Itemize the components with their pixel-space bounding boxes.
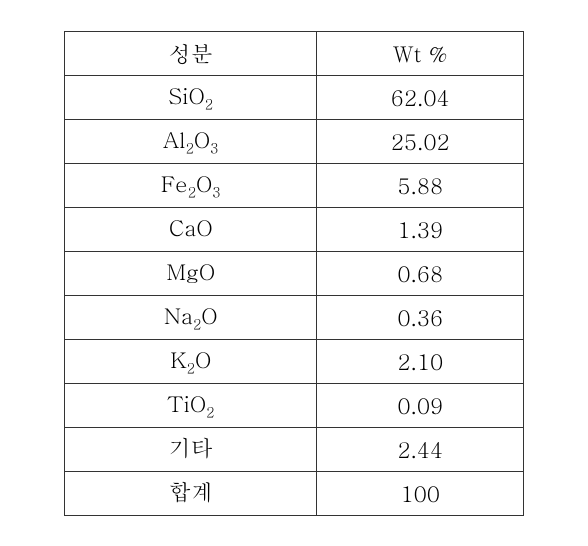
table-row: MgO 0.68 bbox=[65, 251, 524, 295]
cell-component: Fe2O3 bbox=[65, 163, 317, 207]
composition-table: 성분 Wt % SiO2 62.04 Al2O3 25.02 Fe2O3 5.8… bbox=[64, 31, 524, 516]
cell-component: 기타 bbox=[65, 427, 317, 471]
cell-component: MgO bbox=[65, 251, 317, 295]
table-row: Al2O3 25.02 bbox=[65, 119, 524, 163]
table-row: K2O 2.10 bbox=[65, 339, 524, 383]
cell-value: 2.44 bbox=[317, 427, 524, 471]
cell-value: 25.02 bbox=[317, 119, 524, 163]
header-component: 성분 bbox=[65, 31, 317, 75]
cell-component: SiO2 bbox=[65, 75, 317, 119]
cell-component: TiO2 bbox=[65, 383, 317, 427]
cell-component: CaO bbox=[65, 207, 317, 251]
table-row: SiO2 62.04 bbox=[65, 75, 524, 119]
cell-component: 합계 bbox=[65, 471, 317, 515]
cell-value: 100 bbox=[317, 471, 524, 515]
cell-component: Na2O bbox=[65, 295, 317, 339]
cell-component: K2O bbox=[65, 339, 317, 383]
table-row: TiO2 0.09 bbox=[65, 383, 524, 427]
table-row: Na2O 0.36 bbox=[65, 295, 524, 339]
table-header-row: 성분 Wt % bbox=[65, 31, 524, 75]
table-row: Fe2O3 5.88 bbox=[65, 163, 524, 207]
table-row: CaO 1.39 bbox=[65, 207, 524, 251]
cell-value: 2.10 bbox=[317, 339, 524, 383]
table-row: 합계 100 bbox=[65, 471, 524, 515]
cell-value: 0.36 bbox=[317, 295, 524, 339]
cell-value: 1.39 bbox=[317, 207, 524, 251]
cell-value: 5.88 bbox=[317, 163, 524, 207]
cell-value: 0.68 bbox=[317, 251, 524, 295]
cell-value: 0.09 bbox=[317, 383, 524, 427]
header-wtpct: Wt % bbox=[317, 31, 524, 75]
cell-component: Al2O3 bbox=[65, 119, 317, 163]
cell-value: 62.04 bbox=[317, 75, 524, 119]
table-row: 기타 2.44 bbox=[65, 427, 524, 471]
